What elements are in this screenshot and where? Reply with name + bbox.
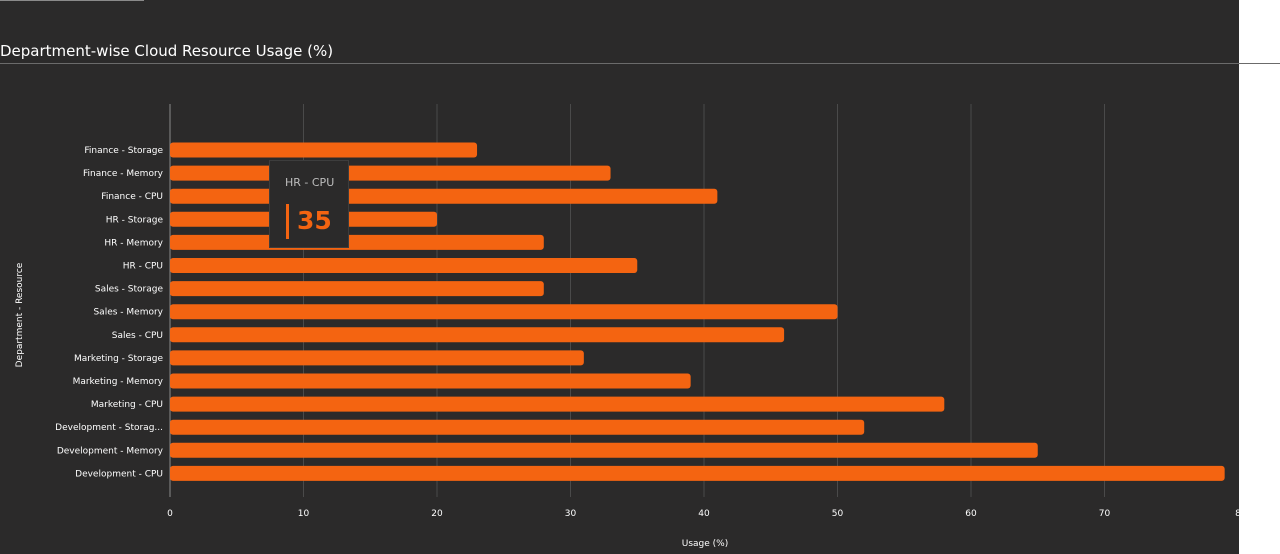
tooltip-value: 35	[297, 206, 332, 235]
tooltip-label: HR - CPU	[285, 176, 335, 189]
bar-chart: Finance - Storage Finance - Memory Finance…	[15, 104, 1239, 549]
x-tick-label: 50	[832, 509, 844, 519]
x-axis-title: Usage (%)	[682, 539, 728, 549]
x-tick-label: 40	[698, 509, 710, 519]
y-tick-label: Marketing - CPU	[91, 400, 163, 410]
y-tick-label: Development - CPU	[75, 469, 163, 479]
x-tick-label: 30	[565, 509, 577, 519]
tooltip: HR - CPU 35	[269, 160, 349, 248]
bar[interactable]	[170, 234, 544, 250]
bar[interactable]	[170, 281, 544, 297]
y-tick-label: Sales - Memory	[93, 308, 163, 318]
y-tick-label: HR - Storage	[106, 215, 164, 225]
bar[interactable]	[170, 373, 691, 389]
y-tick-label: HR - CPU	[123, 262, 163, 272]
bar[interactable]	[170, 142, 478, 158]
bar[interactable]	[170, 419, 865, 435]
bar[interactable]	[170, 465, 1225, 481]
y-tick-label: Sales - CPU	[112, 331, 163, 341]
x-tick-label: 20	[431, 509, 443, 519]
x-tick-labels: 0 10 20 30 40 50 60 70 8	[167, 509, 1239, 519]
y-tick-label: Marketing - Storage	[74, 354, 164, 364]
bar[interactable]	[170, 442, 1038, 458]
y-tick-label: Finance - Storage	[84, 146, 163, 156]
x-tick-label: 8	[1235, 509, 1239, 519]
y-tick-label: Sales - Storage	[95, 285, 164, 295]
y-tick-label: Marketing - Memory	[73, 377, 164, 387]
x-tick-label: 10	[298, 509, 310, 519]
bar[interactable]	[170, 165, 611, 181]
y-tick-label: Finance - Memory	[83, 169, 164, 179]
bar[interactable]	[170, 188, 718, 204]
bar[interactable]	[170, 396, 945, 412]
tooltip-color-marker	[286, 204, 289, 239]
bar[interactable]	[170, 304, 838, 320]
bar[interactable]	[170, 258, 638, 273]
chart-panel: Department-wise Cloud Resource Usage (%)…	[0, 0, 1239, 554]
y-tick-label: HR - Memory	[104, 238, 163, 248]
y-tick-label: Development - Memory	[57, 446, 164, 456]
title-divider	[0, 63, 1280, 64]
y-axis-title: Department - Resource	[15, 262, 25, 367]
chart-title: Department-wise Cloud Resource Usage (%)	[0, 42, 334, 60]
x-tick-label: 60	[965, 509, 977, 519]
bar[interactable]	[170, 327, 785, 343]
y-tick-labels: Finance - Storage Finance - Memory Finance…	[55, 146, 164, 479]
x-tick-label: 0	[167, 509, 173, 519]
top-tab-indicator	[0, 0, 144, 1]
y-tick-label: Development - Storag...	[55, 423, 163, 433]
x-tick-label: 70	[1099, 509, 1111, 519]
y-tick-label: Finance - CPU	[101, 192, 163, 202]
bar[interactable]	[170, 350, 584, 366]
